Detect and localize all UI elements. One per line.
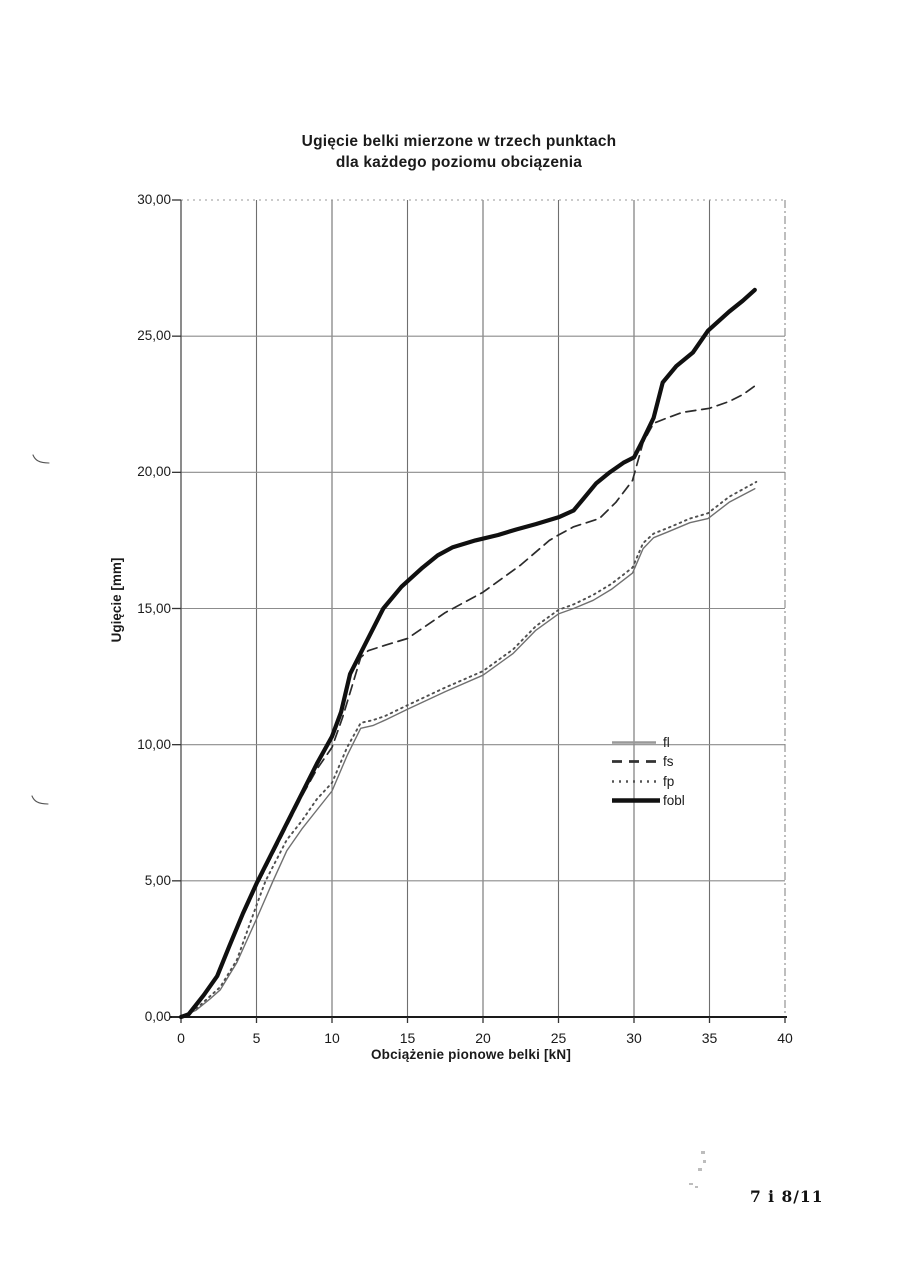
- y-tick-label: 15,00: [137, 600, 171, 616]
- x-tick-label: 5: [252, 1030, 261, 1046]
- handwritten-margin-mark: [31, 795, 49, 805]
- x-axis-title: Obciążenie pionowe belki [kN]: [370, 1047, 572, 1062]
- faint-speck: [695, 1186, 698, 1188]
- x-tick-label: 40: [777, 1030, 793, 1046]
- x-tick-label: 25: [550, 1030, 567, 1046]
- legend-item-fp: fp: [610, 772, 685, 791]
- y-axis-title-text: Ugięcie [mm]: [109, 557, 124, 643]
- series-line-fl: [180, 488, 756, 1018]
- handwritten-margin-mark: [32, 454, 50, 464]
- legend-item-fs: fs: [610, 752, 685, 771]
- y-tick-label: 0,00: [144, 1009, 171, 1024]
- y-tick-label: 10,00: [137, 736, 171, 752]
- x-tick-label: 15: [399, 1030, 416, 1046]
- legend-line-sample-fobl: [612, 798, 660, 803]
- y-tick-label: 30,00: [137, 192, 171, 207]
- legend-label-fl: fl: [663, 735, 670, 751]
- chart-title: Ugięcie belki mierzone w trzech punktach…: [0, 131, 918, 173]
- page-number: 7 i 8/11: [750, 1187, 824, 1206]
- faint-speck: [698, 1168, 702, 1171]
- x-tick-label: 10: [324, 1030, 340, 1046]
- faint-speck: [701, 1151, 705, 1154]
- x-tick-label: 0: [177, 1030, 185, 1046]
- legend-label-fobl: fobl: [663, 793, 685, 809]
- series-line-fs: [180, 382, 759, 1018]
- chart-legend: fl fs fp fobl: [610, 733, 685, 810]
- legend-line-sample-fl: [612, 741, 656, 744]
- x-tick-label: 20: [475, 1030, 491, 1046]
- x-tick-label: 30: [626, 1030, 642, 1046]
- legend-label-fs: fs: [663, 754, 674, 770]
- x-tick-label: 35: [701, 1030, 718, 1046]
- y-tick-label: 25,00: [137, 328, 171, 344]
- legend-label-fp: fp: [663, 773, 675, 789]
- legend-line-sample-fp: [612, 779, 656, 783]
- legend-item-fl: fl: [610, 733, 685, 752]
- legend-item-fobl: fobl: [610, 791, 685, 810]
- y-tick-label: 5,00: [144, 872, 171, 888]
- faint-speck: [703, 1160, 706, 1163]
- y-tick-label: 20,00: [137, 464, 171, 480]
- legend-line-sample-fs: [612, 760, 656, 764]
- series-line-fobl: [178, 287, 757, 1020]
- faint-speck: [689, 1183, 693, 1185]
- chart-title-line1: Ugięcie belki mierzone w trzech punktach: [301, 133, 617, 150]
- chart-title-line2: dla każdego poziomu obciązenia: [335, 154, 583, 171]
